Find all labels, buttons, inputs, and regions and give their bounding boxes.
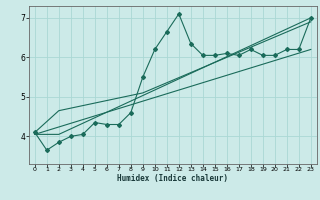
X-axis label: Humidex (Indice chaleur): Humidex (Indice chaleur) <box>117 174 228 183</box>
